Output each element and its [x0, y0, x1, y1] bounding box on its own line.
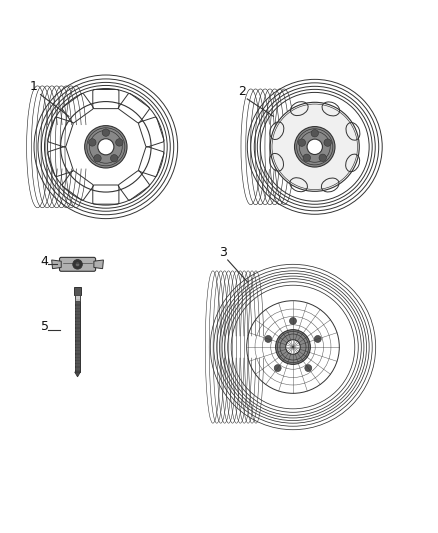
Bar [75, 295, 81, 301]
Circle shape [88, 139, 96, 146]
Bar [75, 287, 81, 372]
Circle shape [307, 139, 322, 155]
Polygon shape [75, 372, 81, 377]
Circle shape [270, 102, 359, 191]
Text: 1: 1 [30, 80, 38, 93]
Circle shape [85, 126, 127, 168]
Text: 5: 5 [41, 320, 49, 334]
Circle shape [102, 129, 110, 136]
Circle shape [290, 318, 297, 325]
Circle shape [276, 329, 311, 365]
Circle shape [303, 154, 311, 161]
Circle shape [324, 139, 331, 147]
Circle shape [110, 155, 118, 162]
Circle shape [319, 154, 326, 161]
Text: 4: 4 [41, 255, 49, 268]
Circle shape [265, 335, 272, 342]
Circle shape [116, 139, 123, 146]
FancyBboxPatch shape [60, 257, 95, 271]
Text: 2: 2 [239, 85, 247, 98]
Polygon shape [52, 260, 61, 269]
Circle shape [94, 155, 101, 162]
Circle shape [98, 139, 114, 155]
Circle shape [75, 262, 80, 266]
Polygon shape [94, 260, 103, 269]
Circle shape [294, 126, 335, 167]
Bar [74, 287, 81, 295]
Circle shape [311, 130, 318, 137]
Circle shape [274, 365, 281, 372]
Circle shape [73, 260, 82, 269]
Circle shape [314, 335, 321, 342]
Circle shape [286, 340, 300, 354]
Text: 3: 3 [219, 246, 227, 259]
Circle shape [298, 139, 306, 147]
Circle shape [305, 365, 312, 372]
